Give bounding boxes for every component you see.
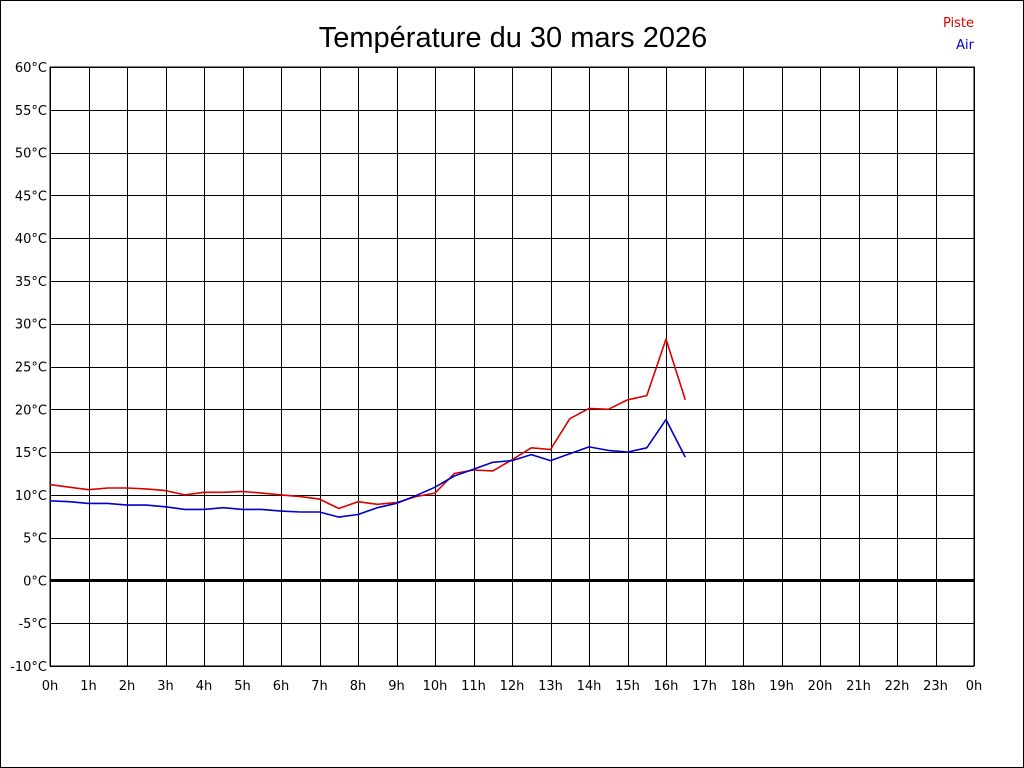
- axis-tick-labels: 0h 1h 2h 3h 4h 5h 6h 7h 8h 9h 10h 11h 12h 13h 14h 15h 16…: [10, 61, 982, 694]
- x-tick-label: 5h: [234, 679, 251, 694]
- chart-title: Température du 30 mars 2026: [319, 22, 708, 54]
- x-tick-label: 0h: [966, 679, 983, 694]
- y-tick-label: 20°C: [15, 403, 47, 418]
- y-tick-label: 50°C: [15, 147, 47, 162]
- x-tick-label: 6h: [273, 679, 290, 694]
- legend: Piste Air: [943, 16, 975, 53]
- x-tick-label: 0h: [42, 679, 59, 694]
- x-tick-label: 4h: [196, 679, 213, 694]
- y-tick-label: -5°C: [18, 617, 47, 632]
- y-tick-label: -10°C: [10, 660, 47, 675]
- x-tick-label: 18h: [731, 679, 756, 694]
- x-tick-label: 8h: [350, 679, 367, 694]
- x-tick-label: 20h: [808, 679, 833, 694]
- y-tick-label: 40°C: [15, 232, 47, 247]
- x-tick-label: 19h: [769, 679, 794, 694]
- y-tick-label: 25°C: [15, 361, 47, 376]
- x-tick-label: 17h: [692, 679, 717, 694]
- legend-entry-air: Air: [956, 38, 975, 53]
- y-tick-label: 5°C: [23, 532, 47, 547]
- legend-entry-piste: Piste: [943, 16, 974, 31]
- x-tick-label: 22h: [885, 679, 910, 694]
- x-tick-label: 9h: [388, 679, 405, 694]
- x-tick-label: 21h: [846, 679, 871, 694]
- series-lines: [49, 338, 687, 518]
- series-line-air: [49, 418, 687, 518]
- y-tick-label: 10°C: [15, 489, 47, 504]
- x-tick-label: 13h: [538, 679, 563, 694]
- x-tick-label: 14h: [577, 679, 602, 694]
- x-tick-label: 2h: [119, 679, 136, 694]
- y-tick-label: 55°C: [15, 104, 47, 119]
- x-tick-label: 7h: [311, 679, 328, 694]
- x-tick-label: 12h: [500, 679, 525, 694]
- y-tick-label: 15°C: [15, 446, 47, 461]
- y-tick-label: 45°C: [15, 189, 47, 204]
- grid: [49, 66, 975, 667]
- x-tick-label: 16h: [654, 679, 679, 694]
- x-tick-label: 15h: [615, 679, 640, 694]
- y-tick-label: 30°C: [15, 318, 47, 333]
- series-line-piste: [49, 338, 687, 510]
- x-tick-label: 10h: [423, 679, 448, 694]
- x-tick-label: 3h: [157, 679, 174, 694]
- x-tick-label: 23h: [923, 679, 948, 694]
- y-tick-label: 0°C: [23, 574, 47, 589]
- y-tick-label: 35°C: [15, 275, 47, 290]
- y-tick-label: 60°C: [15, 61, 47, 76]
- x-tick-label: 1h: [80, 679, 97, 694]
- x-tick-label: 11h: [461, 679, 486, 694]
